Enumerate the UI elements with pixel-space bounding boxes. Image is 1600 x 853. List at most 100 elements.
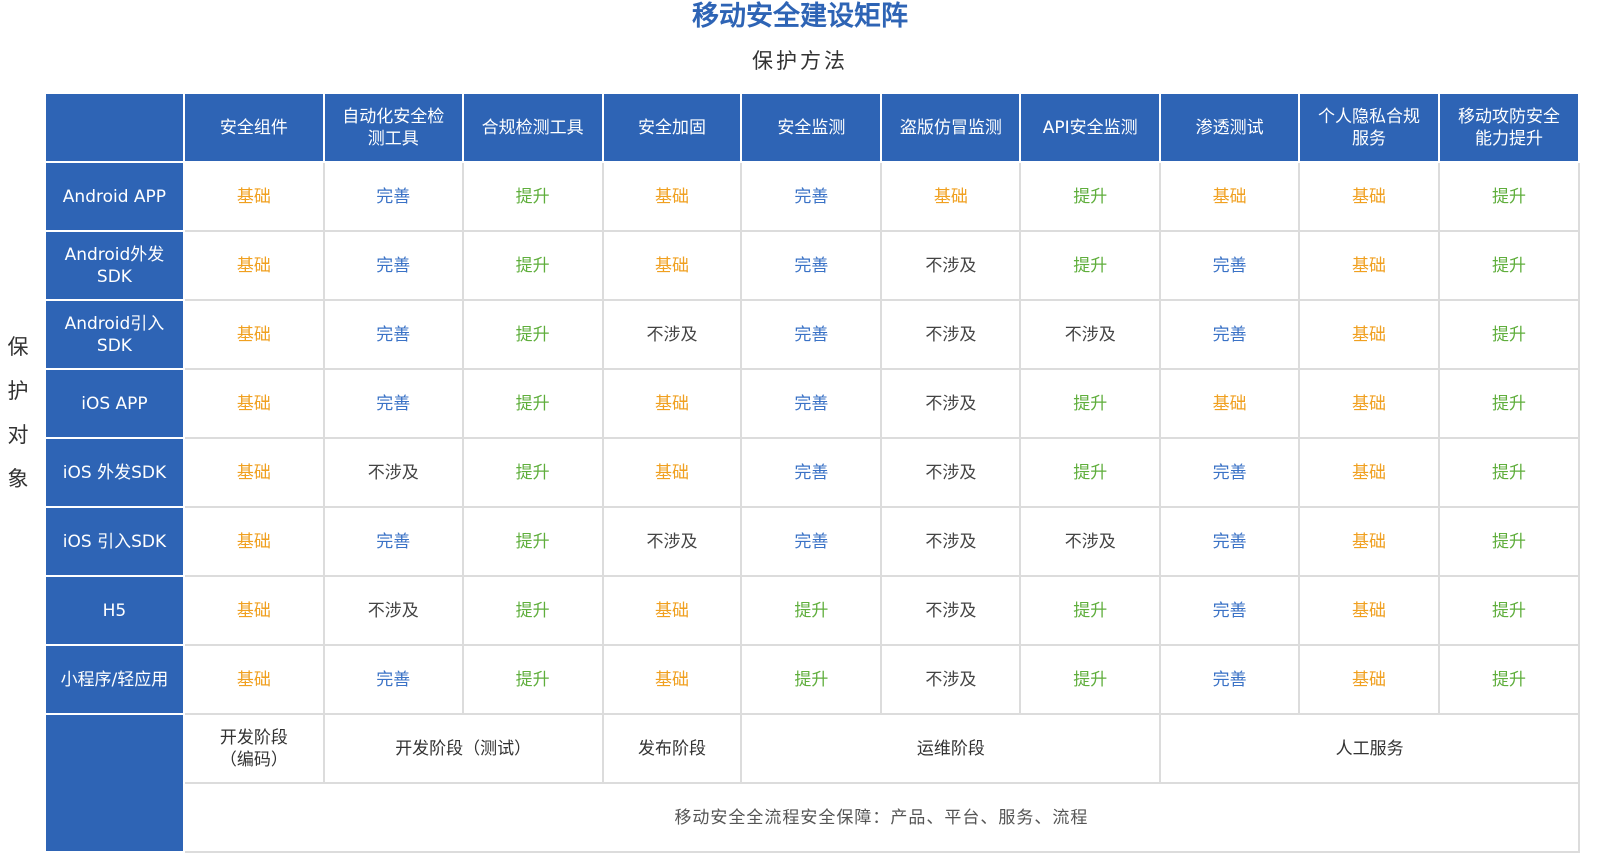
matrix-cell: 完善	[740, 368, 883, 439]
matrix-cell: 不涉及	[322, 575, 464, 646]
table-row: Android引入 SDK 基础 完善 提升 不涉及 完善 不涉及 不涉及 完善 基础 提升	[44, 299, 1581, 370]
matrix-cell: 完善	[1159, 230, 1301, 301]
matrix-cell: 提升	[461, 437, 604, 508]
column-axis-title: 保护方法	[752, 49, 848, 73]
matrix-cell: 提升	[1437, 230, 1581, 301]
stage-cell: 开发阶段（测试）	[322, 713, 604, 784]
matrix-cell: 基础	[182, 368, 325, 439]
matrix-cell: 不涉及	[322, 437, 464, 508]
page-title: 移动安全建设矩阵	[692, 1, 908, 32]
matrix-cell: 基础	[1298, 506, 1440, 577]
matrix-cell: 完善	[740, 299, 883, 370]
matrix-cell: 完善	[1159, 644, 1301, 715]
row-header: 小程序/轻应用	[44, 644, 185, 715]
matrix-cell: 基础	[601, 437, 743, 508]
matrix-cell: 提升	[1437, 506, 1581, 577]
matrix-cell: 完善	[740, 161, 883, 232]
matrix-cell: 基础	[1298, 230, 1440, 301]
matrix-cell: 基础	[1298, 161, 1440, 232]
table-row: Android外发 SDK 基础 完善 提升 基础 完善 不涉及 提升 完善 基础 提升	[44, 230, 1581, 301]
matrix-cell: 提升	[1437, 644, 1581, 715]
matrix-cell: 完善	[1159, 437, 1301, 508]
matrix-cell: 不涉及	[880, 299, 1022, 370]
column-header: 自动化安全检 测工具	[322, 92, 464, 163]
column-header: API安全监测	[1019, 92, 1162, 163]
matrix-cell: 不涉及	[880, 368, 1022, 439]
column-header: 移动攻防安全 能力提升	[1437, 92, 1581, 163]
matrix-cell: 提升	[1437, 575, 1581, 646]
table-row: iOS APP 基础 完善 提升 基础 完善 不涉及 提升 基础 基础 提升	[44, 368, 1581, 439]
stage-row: 开发阶段 （编码） 开发阶段（测试） 发布阶段 运维阶段 人工服务	[44, 713, 1580, 853]
side-label-char: 象	[7, 467, 29, 491]
stage-cell: 人工服务	[1159, 713, 1580, 784]
matrix-cell: 基础	[601, 644, 743, 715]
matrix-cell: 不涉及	[880, 644, 1022, 715]
table-row: 小程序/轻应用 基础 完善 提升 基础 提升 不涉及 提升 完善 基础 提升	[44, 644, 1581, 715]
matrix-cell: 完善	[1159, 506, 1301, 577]
matrix-cell: 完善	[740, 506, 883, 577]
matrix-cell: 基础	[1159, 368, 1301, 439]
corner-cell	[44, 92, 185, 163]
matrix-cell: 基础	[182, 437, 325, 508]
matrix-cell: 提升	[461, 368, 604, 439]
row-header: iOS 外发SDK	[44, 437, 185, 508]
matrix-cell: 基础	[601, 230, 743, 301]
row-header: Android APP	[44, 161, 185, 232]
column-header: 安全加固	[601, 92, 743, 163]
matrix-cell: 不涉及	[1019, 506, 1162, 577]
stage-cell: 运维阶段	[740, 713, 1162, 784]
matrix-cell: 提升	[740, 575, 883, 646]
matrix-cell: 不涉及	[601, 506, 743, 577]
row-header: iOS APP	[44, 368, 185, 439]
matrix-cell: 提升	[461, 299, 604, 370]
matrix-cell: 完善	[740, 437, 883, 508]
row-header: Android外发 SDK	[44, 230, 185, 301]
column-header: 合规检测工具	[461, 92, 604, 163]
matrix-cell: 提升	[1019, 161, 1162, 232]
header-row: 安全组件 自动化安全检 测工具 合规检测工具 安全加固 安全监测 盗版仿冒监测 API安全监测…	[44, 92, 1581, 163]
matrix-cell: 完善	[1159, 299, 1301, 370]
matrix-cell: 基础	[1298, 368, 1440, 439]
matrix-cell: 提升	[1437, 437, 1581, 508]
matrix-cell: 基础	[182, 299, 325, 370]
side-label-char: 保	[7, 335, 29, 359]
row-header: iOS 引入SDK	[44, 506, 185, 577]
table-row: Android APP 基础 完善 提升 基础 完善 基础 提升 基础 基础 提升	[44, 161, 1581, 232]
matrix-cell: 基础	[601, 161, 743, 232]
matrix-cell: 完善	[322, 299, 464, 370]
matrix-cell: 基础	[1298, 437, 1440, 508]
matrix-cell: 基础	[601, 368, 743, 439]
matrix-cell: 完善	[740, 230, 883, 301]
matrix-cell: 基础	[1298, 575, 1440, 646]
matrix-cell: 完善	[322, 368, 464, 439]
matrix-cell: 基础	[182, 506, 325, 577]
table-row: H5 基础 不涉及 提升 基础 提升 不涉及 提升 完善 基础 提升	[44, 575, 1581, 646]
matrix-cell: 完善	[1159, 575, 1301, 646]
footer-note: 移动安全全流程安全保障：产品、平台、服务、流程	[182, 782, 1581, 853]
stage-cell: 发布阶段	[601, 713, 743, 784]
matrix-cell: 不涉及	[880, 575, 1022, 646]
row-header: H5	[44, 575, 185, 646]
matrix-cell: 基础	[182, 575, 325, 646]
side-label-char: 护	[7, 379, 29, 403]
matrix-cell: 基础	[182, 161, 325, 232]
footer-row: 移动安全全流程安全保障：产品、平台、服务、流程	[45, 782, 1581, 853]
matrix-cell: 提升	[1019, 644, 1162, 715]
matrix-cell: 完善	[322, 506, 464, 577]
column-header: 安全组件	[182, 92, 325, 163]
matrix-cell: 提升	[461, 575, 604, 646]
stage-corner-cell	[44, 713, 185, 853]
security-matrix-table: 安全组件 自动化安全检 测工具 合规检测工具 安全加固 安全监测 盗版仿冒监测 API安全监测…	[44, 92, 1581, 853]
matrix-cell: 完善	[322, 644, 464, 715]
matrix-cell: 提升	[461, 644, 604, 715]
column-header: 安全监测	[740, 92, 883, 163]
matrix-cell: 基础	[880, 161, 1022, 232]
matrix-cell: 基础	[601, 575, 743, 646]
matrix-cell: 提升	[1437, 161, 1581, 232]
matrix-cell: 提升	[1019, 230, 1162, 301]
table-row: iOS 引入SDK 基础 完善 提升 不涉及 完善 不涉及 不涉及 完善 基础 提升	[44, 506, 1581, 577]
matrix-cell: 基础	[182, 644, 325, 715]
matrix-cell: 提升	[1019, 368, 1162, 439]
matrix-cell: 不涉及	[601, 299, 743, 370]
matrix-cell: 提升	[461, 506, 604, 577]
